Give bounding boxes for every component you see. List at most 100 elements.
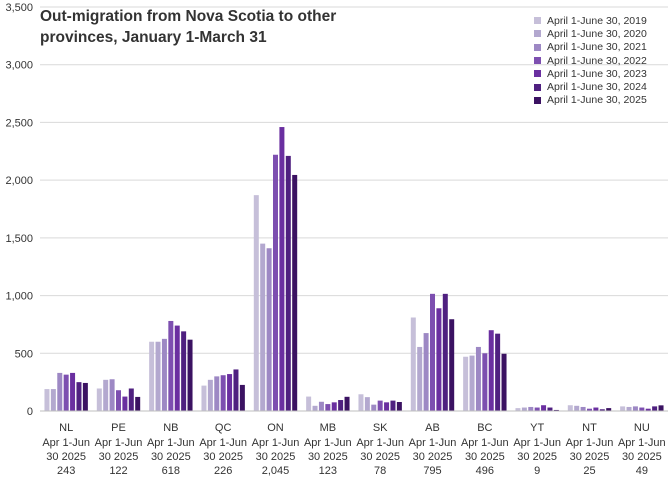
bar-bc-6 [495,333,501,411]
category-label: AB [425,422,440,434]
bar-pe-3 [109,379,115,411]
bar-pe-1 [96,388,102,411]
bar-qc-5 [227,374,233,411]
bar-sk-4 [377,400,383,411]
category-sublabel-line-1: Apr 1-Jun [409,437,457,449]
legend-label: April 1-June 30, 2021 [547,41,647,54]
bar-bc-4 [482,353,488,411]
bar-nt-4 [587,408,592,411]
y-tick-label: 3,000 [5,60,33,72]
bar-pe-6 [128,388,134,411]
bar-nt-5 [593,407,599,411]
category-value-label: 618 [162,465,180,477]
bar-sk-2 [364,397,370,411]
bar-nu-7 [658,405,664,411]
category-sublabel-line-2: 30 2025 [256,451,296,463]
category-value-label: 122 [109,465,127,477]
category-sublabel-line-1: Apr 1-Jun [252,437,300,449]
category-sublabel-line-2: 30 2025 [570,451,610,463]
legend-label: April 1-June 30, 2024 [547,81,647,94]
bar-ab-7 [449,319,455,411]
category-label: MB [320,422,337,434]
bar-yt-5 [541,405,547,411]
category-label: NB [163,422,178,434]
category-sublabel-line-2: 30 2025 [151,451,191,463]
bar-mb-7 [344,396,350,411]
bar-mb-3 [318,401,324,411]
bar-nu-1 [620,406,626,411]
legend-swatch [534,70,541,78]
bar-nl-2 [50,389,56,411]
bars [44,127,664,411]
bar-nl-4 [63,374,69,411]
legend-label: April 1-June 30, 2019 [547,14,647,27]
category-value-label: 25 [583,465,595,477]
category-label: ON [267,422,284,434]
bar-sk-7 [396,401,402,411]
bar-on-1 [253,195,259,411]
bar-nu-4 [639,407,645,411]
legend-swatch [534,30,541,38]
category-label: YT [530,422,544,434]
category-sublabel-line-1: Apr 1-Jun [356,437,404,449]
y-tick-label: 500 [15,348,33,360]
category-sublabel-line-2: 30 2025 [360,451,400,463]
bar-nl-3 [57,372,63,411]
legend-swatch [534,96,541,104]
bar-nl-1 [44,389,50,411]
category-sublabel-line-2: 30 2025 [465,451,505,463]
bar-bc-7 [501,353,507,411]
bar-qc-7 [239,384,245,411]
category-label: NL [59,422,73,434]
bar-nu-2 [626,406,632,411]
bar-mb-2 [312,405,318,411]
bar-nl-7 [82,382,88,411]
bar-qc-2 [207,379,213,411]
bar-nb-7 [187,339,193,411]
bar-sk-6 [390,400,396,411]
bar-qc-3 [214,376,220,411]
y-tick-label: 3,500 [5,2,33,14]
bar-sk-5 [384,402,390,411]
legend-label: April 1-June 30, 2023 [547,67,647,80]
bar-nb-3 [161,338,167,411]
legend-item: April 1-June 30, 2023 [534,67,647,80]
bar-nb-2 [155,341,161,411]
bar-on-2 [260,243,266,411]
legend-swatch [534,17,541,25]
bar-nb-4 [168,320,174,411]
bar-on-6 [285,155,291,411]
legend: April 1-June 30, 2019 April 1-June 30, 20… [534,14,647,107]
category-value-label: 78 [374,465,386,477]
legend-item: April 1-June 30, 2021 [534,41,647,54]
category-sublabel-line-2: 30 2025 [622,451,662,463]
bar-on-5 [279,127,285,411]
bar-ab-1 [410,317,416,411]
bar-nb-6 [181,331,187,411]
category-label: QC [215,422,232,434]
category-sublabel-line-2: 30 2025 [203,451,243,463]
category-sublabel-line-1: Apr 1-Jun [461,437,509,449]
bar-nt-1 [567,405,573,411]
bar-qc-6 [233,369,239,411]
bar-yt-7 [553,409,559,411]
legend-item: April 1-June 30, 2022 [534,54,647,67]
bar-pe-7 [135,396,141,411]
bar-bc-1 [463,356,469,411]
y-tick-label: 1,500 [5,233,33,245]
category-label: PE [111,422,126,434]
bar-yt-2 [521,407,527,411]
category-sublabel-line-2: 30 2025 [46,451,86,463]
legend-item: April 1-June 30, 2024 [534,80,647,93]
category-sublabel-line-2: 30 2025 [99,451,139,463]
gridlines [40,6,668,412]
bar-nu-5 [645,408,651,411]
bar-sk-1 [358,394,364,411]
category-sublabel-line-1: Apr 1-Jun [147,437,195,449]
legend-item: April 1-June 30, 2025 [534,94,647,107]
y-tick-label: 0 [27,406,33,418]
bar-nt-2 [574,405,580,411]
chart-title: Out-migration from Nova Scotia to other … [40,8,337,46]
legend-swatch [534,83,541,91]
